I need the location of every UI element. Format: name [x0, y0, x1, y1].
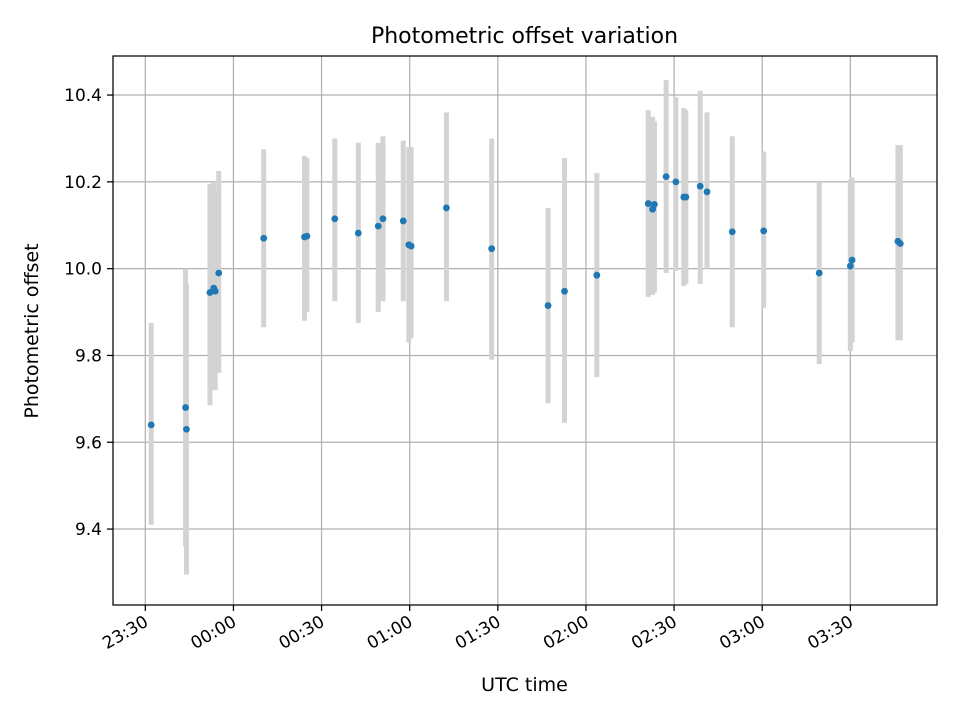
data-point: [182, 404, 189, 411]
data-point: [848, 256, 856, 264]
data-point: [399, 217, 407, 225]
data-point: [354, 229, 362, 237]
data-point: [728, 228, 736, 236]
x-axis-label: UTC time: [481, 674, 568, 696]
data-point: [147, 421, 155, 429]
y-axis-label: Photometric offset: [21, 243, 43, 418]
data-point: [260, 234, 268, 242]
data-point: [703, 188, 711, 196]
y-tick-label: 10.2: [64, 173, 102, 193]
data-point: [896, 240, 904, 247]
grid-lines: [113, 56, 937, 605]
data-point: [407, 242, 415, 250]
y-tick-label: 9.4: [75, 520, 102, 540]
data-point: [682, 193, 690, 201]
data-point: [443, 204, 450, 212]
data-point: [488, 245, 496, 253]
data-point: [760, 227, 768, 235]
data-point: [593, 271, 601, 279]
data-point: [215, 269, 223, 277]
data-point: [561, 287, 568, 295]
data-point: [374, 222, 382, 230]
data-point: [662, 173, 670, 181]
data-point: [331, 215, 339, 223]
plot-frame: [112, 55, 938, 606]
y-tick-label: 9.8: [75, 346, 102, 366]
data-point: [672, 178, 680, 186]
y-tick-label: 9.6: [75, 433, 102, 453]
y-tick-label: 10.0: [64, 260, 102, 280]
data-point: [846, 262, 854, 270]
data-points: [147, 173, 904, 433]
data-point: [544, 302, 552, 309]
data-point: [815, 269, 823, 277]
data-point: [651, 201, 658, 208]
chart-title: Photometric offset variation: [371, 24, 678, 49]
data-point: [303, 232, 311, 240]
data-point: [183, 425, 190, 433]
data-point: [644, 200, 652, 207]
data-point: [211, 287, 219, 295]
data-point: [379, 215, 387, 223]
y-tick-label: 10.4: [64, 86, 102, 106]
data-point: [696, 182, 704, 190]
y-axis-ticks: 9.4 9.6 9.8 10.0 10.2 10.4: [64, 86, 113, 540]
